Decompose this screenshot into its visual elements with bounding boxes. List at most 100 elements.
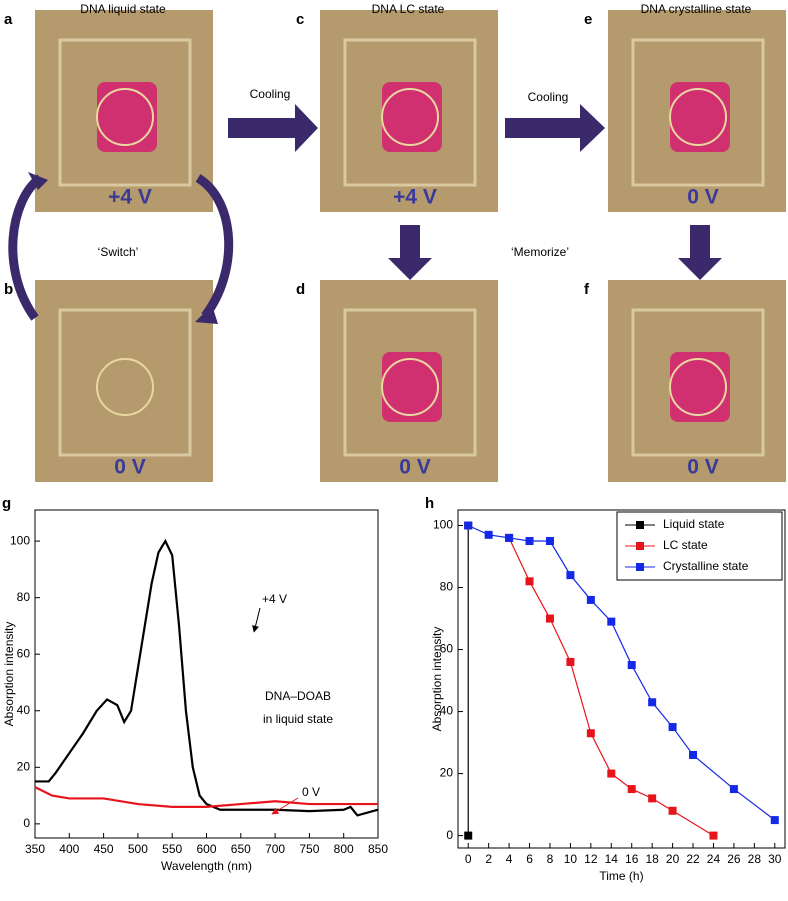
series-line: [508, 537, 714, 837]
y-tick-label: 0: [446, 828, 453, 842]
x-tick-label: 12: [584, 852, 598, 866]
droplet: [669, 358, 727, 416]
marker: [586, 595, 595, 604]
voltage-label: +4 V: [393, 186, 437, 209]
voltage-label: 0 V: [399, 456, 431, 479]
marker: [689, 750, 698, 759]
marker: [464, 831, 473, 840]
marker: [648, 794, 657, 803]
marker: [525, 537, 534, 546]
dye: [382, 82, 442, 152]
legend-label: Liquid state: [663, 517, 725, 531]
legend-marker: [636, 563, 644, 571]
marker: [627, 785, 636, 794]
label: Cooling: [528, 90, 569, 104]
y-tick-label: 20: [17, 759, 31, 773]
panel-letter: d: [296, 281, 305, 298]
x-tick-label: 22: [686, 852, 700, 866]
marker: [648, 698, 657, 707]
droplet: [669, 88, 727, 146]
voltage-label: +4 V: [108, 186, 152, 209]
marker: [464, 521, 473, 530]
marker: [709, 831, 718, 840]
y-tick-label: 60: [440, 642, 454, 656]
x-tick-label: 20: [666, 852, 680, 866]
y-tick-label: 80: [440, 580, 454, 594]
x-tick-label: 8: [547, 852, 554, 866]
plot-frame: [457, 509, 786, 849]
annotation: in liquid state: [263, 712, 333, 726]
series-line: [35, 538, 379, 817]
x-axis-label: Wavelength (nm): [161, 859, 252, 873]
electrode-frame: [631, 38, 765, 187]
annotation: DNA–DOAB: [265, 689, 331, 703]
x-tick-label: 400: [59, 842, 79, 856]
y-tick-label: 40: [440, 704, 454, 718]
marker: [586, 729, 595, 738]
electrode-frame: [343, 38, 477, 187]
marker: [566, 571, 575, 580]
x-tick-label: 16: [625, 852, 639, 866]
photo: [35, 280, 213, 482]
x-tick-label: 800: [334, 842, 354, 856]
label: Cooling: [250, 87, 291, 101]
panel-letter: f: [584, 281, 590, 298]
series-line: [34, 786, 378, 808]
panel-title: DNA LC state: [372, 2, 445, 16]
annotation: 0 V: [302, 785, 320, 799]
marker: [770, 816, 779, 825]
droplet: [96, 88, 154, 146]
marker: [607, 769, 616, 778]
x-tick-label: 550: [162, 842, 182, 856]
x-tick-label: 600: [196, 842, 216, 856]
dye: [97, 82, 157, 152]
dye: [382, 352, 442, 422]
photo-grid: [35, 10, 786, 482]
label: ‘Memorize’: [511, 245, 569, 259]
panel-title: DNA crystalline state: [641, 2, 752, 16]
marker: [545, 614, 554, 623]
x-tick-label: 24: [707, 852, 721, 866]
x-tick-label: 26: [727, 852, 741, 866]
panel-letter: a: [4, 11, 13, 28]
x-tick-label: 350: [25, 842, 45, 856]
legend-marker: [636, 521, 644, 529]
x-tick-label: 10: [564, 852, 578, 866]
marker: [668, 806, 677, 815]
y-tick-label: 0: [23, 816, 30, 830]
marker: [525, 577, 534, 586]
marker: [484, 530, 493, 539]
y-tick-label: 40: [17, 703, 31, 717]
panel-title: DNA liquid state: [80, 2, 166, 16]
x-tick-label: 30: [768, 852, 782, 866]
x-tick-label: 450: [94, 842, 114, 856]
x-tick-label: 6: [526, 852, 533, 866]
label: ‘Switch’: [98, 245, 139, 259]
marker: [627, 661, 636, 670]
x-tick-label: 14: [605, 852, 619, 866]
legend-label: LC state: [663, 538, 708, 552]
panel-letter: c: [296, 11, 304, 28]
y-tick-label: 100: [10, 533, 30, 547]
marker: [545, 537, 554, 546]
plot-frame: [34, 509, 379, 839]
dye: [670, 352, 730, 422]
panel-letter: g: [2, 495, 11, 512]
marker: [729, 785, 738, 794]
voltage-label: 0 V: [687, 186, 719, 209]
voltage-label: 0 V: [114, 456, 146, 479]
legend-label: Crystalline state: [663, 559, 749, 573]
annotation-arrow: [271, 797, 299, 815]
x-tick-label: 650: [231, 842, 251, 856]
panel-letter: h: [425, 495, 434, 512]
x-tick-label: 2: [485, 852, 492, 866]
marker: [668, 723, 677, 732]
x-tick-label: 28: [748, 852, 762, 866]
marker: [566, 657, 575, 666]
annotation-arrow: [252, 607, 261, 633]
y-tick-label: 80: [17, 590, 31, 604]
droplet: [381, 358, 439, 416]
x-tick-label: 4: [506, 852, 513, 866]
droplet: [381, 88, 439, 146]
